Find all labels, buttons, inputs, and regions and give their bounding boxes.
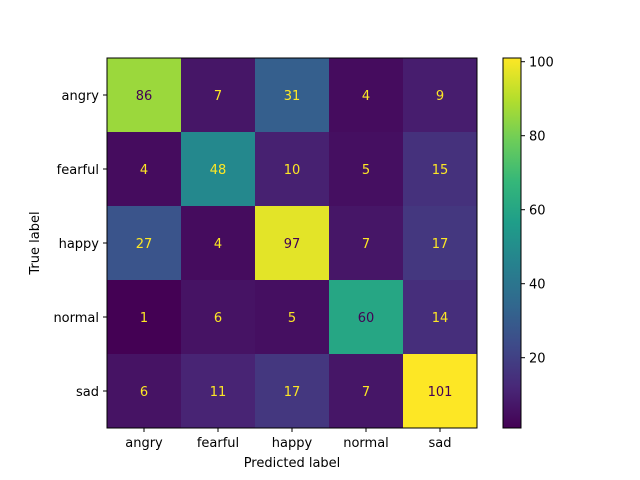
colorbar-tick-label: 100 bbox=[529, 56, 554, 71]
y-axis-ticks: angry fearful happy normal sad bbox=[53, 89, 107, 400]
heatmap-cell bbox=[181, 354, 255, 428]
cell-value-label: 5 bbox=[362, 163, 370, 178]
y-tick-label: happy bbox=[59, 237, 100, 252]
heatmap-cell bbox=[181, 58, 255, 132]
heatmap-cell bbox=[403, 132, 477, 206]
heatmap-cell bbox=[403, 280, 477, 354]
colorbar bbox=[502, 57, 522, 429]
cell-value-label: 7 bbox=[214, 89, 222, 104]
cell-value-label: 7 bbox=[362, 237, 370, 252]
x-axis-ticks: angry fearful happy normal sad bbox=[125, 428, 452, 451]
cell-value-label: 27 bbox=[136, 237, 153, 252]
heatmap-cell bbox=[107, 354, 181, 428]
heatmap-cell bbox=[107, 132, 181, 206]
cell-value-label: 97 bbox=[284, 237, 301, 252]
colorbar-tick-label: 60 bbox=[529, 204, 546, 219]
cell-value-label: 4 bbox=[214, 237, 222, 252]
heatmap-cell bbox=[403, 354, 477, 428]
cell-value-label: 17 bbox=[284, 385, 301, 400]
y-tick-label: sad bbox=[76, 385, 99, 400]
cell-value-label: 14 bbox=[432, 311, 449, 326]
heatmap-cell bbox=[107, 58, 181, 132]
cell-value-label: 7 bbox=[362, 385, 370, 400]
y-tick-label: angry bbox=[62, 89, 100, 104]
heatmap-cell bbox=[181, 132, 255, 206]
cell-value-label: 60 bbox=[358, 311, 375, 326]
cell-value-label: 11 bbox=[210, 385, 227, 400]
heatmap-cell bbox=[403, 206, 477, 280]
cell-value-label: 1 bbox=[140, 311, 148, 326]
colorbar-tick-label: 80 bbox=[529, 130, 546, 145]
cell-value-label: 6 bbox=[214, 311, 222, 326]
cell-value-label: 9 bbox=[436, 89, 444, 104]
x-tick-label: sad bbox=[429, 436, 452, 451]
cell-value-label: 6 bbox=[140, 385, 148, 400]
y-tick-label: normal bbox=[53, 311, 99, 326]
colorbar-tick-label: 40 bbox=[529, 278, 546, 293]
heatmap-cell bbox=[107, 206, 181, 280]
heatmap-cell bbox=[255, 58, 329, 132]
cell-value-label: 10 bbox=[284, 163, 301, 178]
cell-value-label: 4 bbox=[362, 89, 370, 104]
heatmap-cell bbox=[329, 132, 403, 206]
heatmap-cell bbox=[329, 206, 403, 280]
heatmap-cell bbox=[255, 132, 329, 206]
cell-value-label: 4 bbox=[140, 163, 148, 178]
y-tick-label: fearful bbox=[57, 163, 99, 178]
colorbar-ticks: 20 40 60 80 100 bbox=[521, 56, 554, 367]
heatmap-cell bbox=[107, 280, 181, 354]
x-tick-label: fearful bbox=[197, 436, 239, 451]
heatmap-cell bbox=[181, 206, 255, 280]
cell-value-label: 15 bbox=[432, 163, 449, 178]
heatmap-cell bbox=[255, 354, 329, 428]
cell-value-label: 31 bbox=[284, 89, 301, 104]
cell-value-label: 17 bbox=[432, 237, 449, 252]
cell-value-label: 101 bbox=[428, 385, 453, 400]
x-tick-label: normal bbox=[343, 436, 389, 451]
x-tick-label: happy bbox=[272, 436, 313, 451]
cell-value-label: 86 bbox=[136, 89, 153, 104]
heatmap-cell bbox=[255, 280, 329, 354]
x-tick-label: angry bbox=[125, 436, 163, 451]
heatmap-cell bbox=[329, 280, 403, 354]
cell-value-label: 5 bbox=[288, 311, 296, 326]
cell-value-label: 48 bbox=[210, 163, 227, 178]
heatmap-cell bbox=[329, 354, 403, 428]
heatmap-cell bbox=[255, 206, 329, 280]
heatmap-cell bbox=[181, 280, 255, 354]
heatmap-cell bbox=[403, 58, 477, 132]
heatmap-cells: 86 7 31 4 9 4 48 10 5 15 27 4 97 7 17 1 6 5 60 14 6 11 17 7 101 bbox=[107, 58, 477, 428]
y-axis-title: True label bbox=[28, 211, 43, 275]
colorbar-tick-label: 20 bbox=[529, 352, 546, 367]
heatmap-cell bbox=[329, 58, 403, 132]
x-axis-title: Predicted label bbox=[244, 456, 341, 471]
